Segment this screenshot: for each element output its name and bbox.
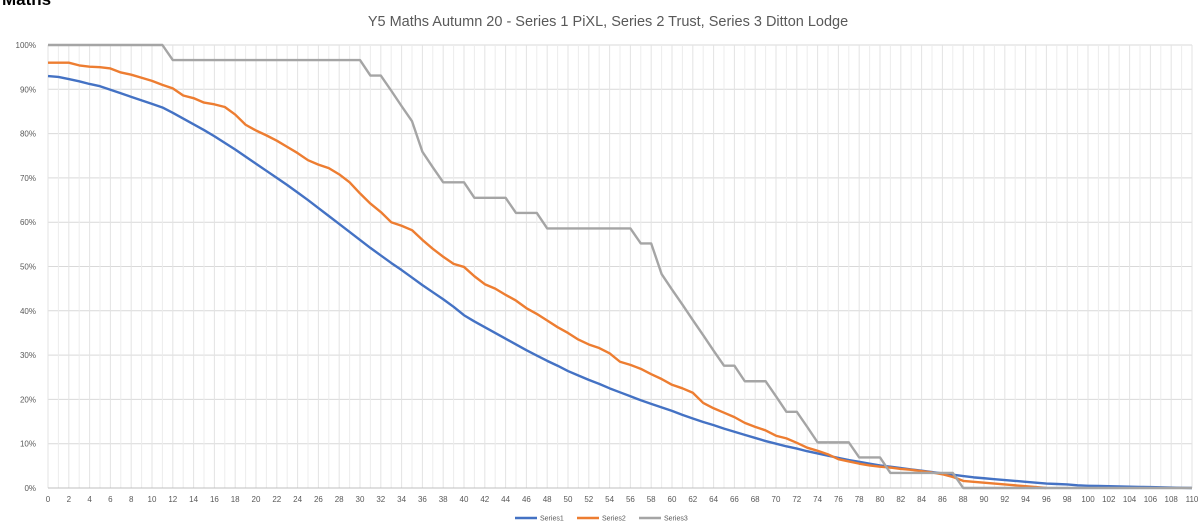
legend-label: Series2: [602, 516, 626, 522]
x-tick-label: 48: [543, 495, 552, 504]
x-tick-label: 50: [564, 495, 573, 504]
x-tick-label: 84: [917, 495, 926, 504]
y-tick-label: 50%: [20, 263, 36, 272]
y-tick-label: 60%: [20, 218, 36, 227]
y-tick-label: 20%: [20, 395, 36, 404]
x-tick-label: 28: [335, 495, 344, 504]
x-tick-label: 76: [834, 495, 843, 504]
x-tick-label: 72: [792, 495, 801, 504]
x-tick-label: 90: [980, 495, 989, 504]
x-tick-label: 26: [314, 495, 323, 504]
x-tick-label: 58: [647, 495, 656, 504]
x-tick-label: 36: [418, 495, 427, 504]
x-tick-label: 64: [709, 495, 718, 504]
x-tick-label: 60: [668, 495, 677, 504]
x-tick-label: 70: [772, 495, 781, 504]
legend-label: Series3: [664, 516, 688, 522]
x-tick-label: 22: [272, 495, 281, 504]
x-tick-label: 30: [356, 495, 365, 504]
x-tick-label: 56: [626, 495, 635, 504]
x-tick-label: 6: [108, 495, 113, 504]
x-tick-label: 92: [1000, 495, 1009, 504]
x-tick-label: 68: [751, 495, 760, 504]
x-tick-label: 104: [1123, 495, 1137, 504]
x-tick-label: 12: [168, 495, 177, 504]
chart-title: Y5 Maths Autumn 20 - Series 1 PiXL, Seri…: [368, 14, 848, 30]
page-header: Maths: [2, 0, 51, 9]
x-tick-label: 18: [231, 495, 240, 504]
y-tick-label: 40%: [20, 307, 36, 316]
x-tick-label: 110: [1186, 495, 1198, 504]
legend-label: Series1: [540, 516, 564, 522]
y-tick-label: 0%: [24, 484, 36, 493]
y-tick-label: 90%: [20, 85, 36, 94]
x-tick-label: 44: [501, 495, 510, 504]
x-tick-label: 0: [46, 495, 51, 504]
x-tick-label: 4: [87, 495, 92, 504]
x-tick-label: 78: [855, 495, 864, 504]
x-tick-label: 24: [293, 495, 302, 504]
x-tick-label: 52: [584, 495, 593, 504]
x-tick-label: 46: [522, 495, 531, 504]
x-tick-label: 34: [397, 495, 406, 504]
x-tick-label: 62: [688, 495, 697, 504]
x-tick-label: 38: [439, 495, 448, 504]
x-tick-label: 98: [1063, 495, 1072, 504]
y-tick-label: 80%: [20, 130, 36, 139]
x-tick-label: 14: [189, 495, 198, 504]
x-tick-label: 102: [1102, 495, 1116, 504]
y-tick-label: 10%: [20, 440, 36, 449]
series-line: [47, 74, 1193, 490]
x-tick-label: 100: [1081, 495, 1095, 504]
y-tick-label: 100%: [16, 41, 36, 50]
x-tick-label: 10: [148, 495, 157, 504]
x-tick-label: 108: [1165, 495, 1179, 504]
series-line: [48, 61, 1047, 490]
x-tick-label: 66: [730, 495, 739, 504]
x-tick-label: 86: [938, 495, 947, 504]
x-tick-label: 16: [210, 495, 219, 504]
x-tick-label: 42: [480, 495, 489, 504]
y-tick-label: 70%: [20, 174, 36, 183]
x-tick-label: 2: [67, 495, 72, 504]
x-tick-label: 74: [813, 495, 822, 504]
x-tick-label: 96: [1042, 495, 1051, 504]
x-tick-label: 94: [1021, 495, 1030, 504]
x-tick-label: 54: [605, 495, 614, 504]
x-tick-label: 40: [460, 495, 469, 504]
x-tick-label: 32: [376, 495, 385, 504]
x-tick-label: 8: [129, 495, 134, 504]
y-tick-label: 30%: [20, 351, 36, 360]
x-tick-label: 106: [1144, 495, 1158, 504]
x-tick-label: 20: [252, 495, 261, 504]
series-line: [48, 43, 1192, 490]
x-tick-label: 88: [959, 495, 968, 504]
x-tick-label: 80: [876, 495, 885, 504]
x-tick-label: 82: [896, 495, 905, 504]
